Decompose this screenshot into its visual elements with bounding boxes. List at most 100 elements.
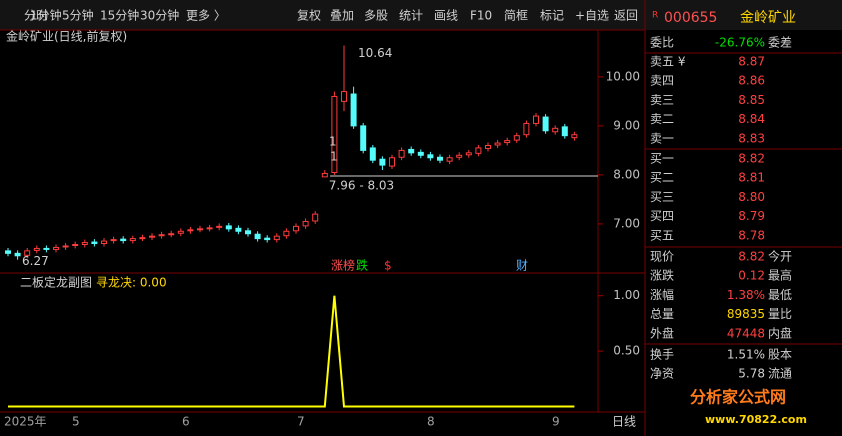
- candle: [417, 151, 424, 156]
- indicator-line: [8, 295, 575, 408]
- candle: [533, 115, 539, 124]
- tab[interactable]: 1分钟: [30, 8, 62, 23]
- book-label: 买三: [650, 190, 674, 204]
- stat-label: 外盘: [650, 325, 674, 340]
- tool-button[interactable]: 统计: [399, 9, 423, 23]
- candle: [110, 239, 117, 242]
- candle: [427, 154, 434, 159]
- tool-button[interactable]: F10: [470, 9, 492, 23]
- quote-value: -26.76%: [715, 36, 765, 50]
- candle: [398, 149, 405, 158]
- book-price: 8.86: [738, 74, 765, 88]
- gap-label: 7.96 - 8.03: [329, 179, 394, 193]
- candle: [197, 228, 203, 231]
- stat-value: 1.38%: [727, 288, 765, 302]
- period[interactable]: 日线: [612, 415, 636, 429]
- watermark: 分析家公式网: [690, 388, 786, 407]
- candle: [177, 230, 184, 234]
- candle: [24, 250, 31, 256]
- x-tick-label: 2025年: [4, 415, 47, 429]
- stat-value: 8.82: [738, 250, 765, 264]
- tool-button[interactable]: 返回: [614, 9, 638, 23]
- x-tick-label: 8: [427, 415, 435, 429]
- candle: [475, 147, 482, 154]
- candle: [523, 122, 530, 136]
- candle: [350, 93, 357, 127]
- stat-label: 最低: [768, 288, 792, 302]
- book-price: 8.81: [738, 171, 765, 185]
- candle: [149, 235, 155, 238]
- stock-name: 金岭矿业: [740, 10, 796, 26]
- candle: [542, 116, 549, 132]
- tool-button[interactable]: 标记: [540, 9, 564, 23]
- candle: [552, 127, 559, 133]
- book-label: 买一: [650, 152, 674, 166]
- tab[interactable]: 更多 〉: [186, 9, 226, 23]
- candle: [91, 241, 98, 245]
- book-label: 卖三: [650, 93, 674, 107]
- indicator-legend: 寻龙决: 0.00: [96, 276, 167, 290]
- candle: [321, 172, 328, 178]
- candle: [264, 237, 271, 241]
- tool-button[interactable]: +自选: [575, 9, 609, 23]
- book-price: 8.83: [738, 131, 765, 145]
- low-label: 6.27: [22, 254, 49, 268]
- stat-label: 净资: [650, 367, 674, 381]
- candle: [331, 95, 338, 173]
- book-label: 卖四: [650, 74, 674, 88]
- book-label: 买五: [650, 228, 674, 242]
- candle: [120, 238, 127, 242]
- watermark-url: www.70822.com: [705, 413, 807, 426]
- x-tick-label: 7: [297, 415, 305, 429]
- book-price: 8.84: [738, 112, 765, 126]
- candle: [571, 134, 578, 139]
- tab[interactable]: 5分钟: [62, 8, 94, 23]
- tab[interactable]: 15分钟: [100, 8, 139, 23]
- candle: [408, 148, 415, 154]
- event-tag[interactable]: 涨榜: [331, 258, 355, 273]
- candle: [158, 234, 165, 237]
- high-label: 10.64: [358, 46, 392, 60]
- candle: [139, 237, 146, 240]
- candle: [14, 252, 21, 257]
- x-tick-label: 6: [182, 415, 190, 429]
- stat-label: 量比: [768, 307, 792, 321]
- y-tick-label: 10.00: [606, 69, 640, 83]
- tool-button[interactable]: 叠加: [330, 9, 354, 23]
- candle: [341, 91, 347, 102]
- quote-label: 委比: [650, 36, 674, 50]
- candle: [235, 227, 242, 232]
- book-price: 8.79: [738, 209, 765, 223]
- stat-value: 47448: [727, 326, 765, 340]
- event-tag[interactable]: 跌: [356, 258, 368, 273]
- candle: [302, 220, 309, 227]
- candle: [101, 240, 107, 245]
- book-price: 8.85: [738, 93, 765, 107]
- candle: [129, 238, 136, 242]
- tool-button[interactable]: 画线: [434, 9, 458, 23]
- candle: [312, 213, 319, 222]
- candle: [456, 154, 463, 158]
- event-tag[interactable]: $: [384, 259, 392, 273]
- candle: [33, 247, 40, 251]
- candle: [283, 230, 290, 237]
- stat-label: 现价: [650, 250, 674, 264]
- candle: [216, 225, 223, 228]
- event-tag[interactable]: 财: [516, 259, 528, 273]
- candle: [187, 229, 194, 232]
- book-price: 8.87: [738, 55, 765, 69]
- badge: R: [652, 11, 658, 21]
- candle: [446, 157, 453, 162]
- tool-button[interactable]: 简框: [504, 9, 528, 23]
- tool-button[interactable]: 复权: [297, 9, 321, 23]
- indicator-title: 二板定龙副图: [20, 275, 92, 290]
- stat-label: 涨跌: [650, 268, 674, 283]
- candle: [465, 152, 472, 156]
- event-tag: 1: [329, 135, 337, 149]
- tab[interactable]: 30分钟: [140, 8, 179, 23]
- tab[interactable]: 分时: [24, 9, 48, 23]
- candle: [494, 142, 501, 146]
- tool-button[interactable]: 多股: [364, 9, 388, 23]
- candle: [513, 135, 520, 141]
